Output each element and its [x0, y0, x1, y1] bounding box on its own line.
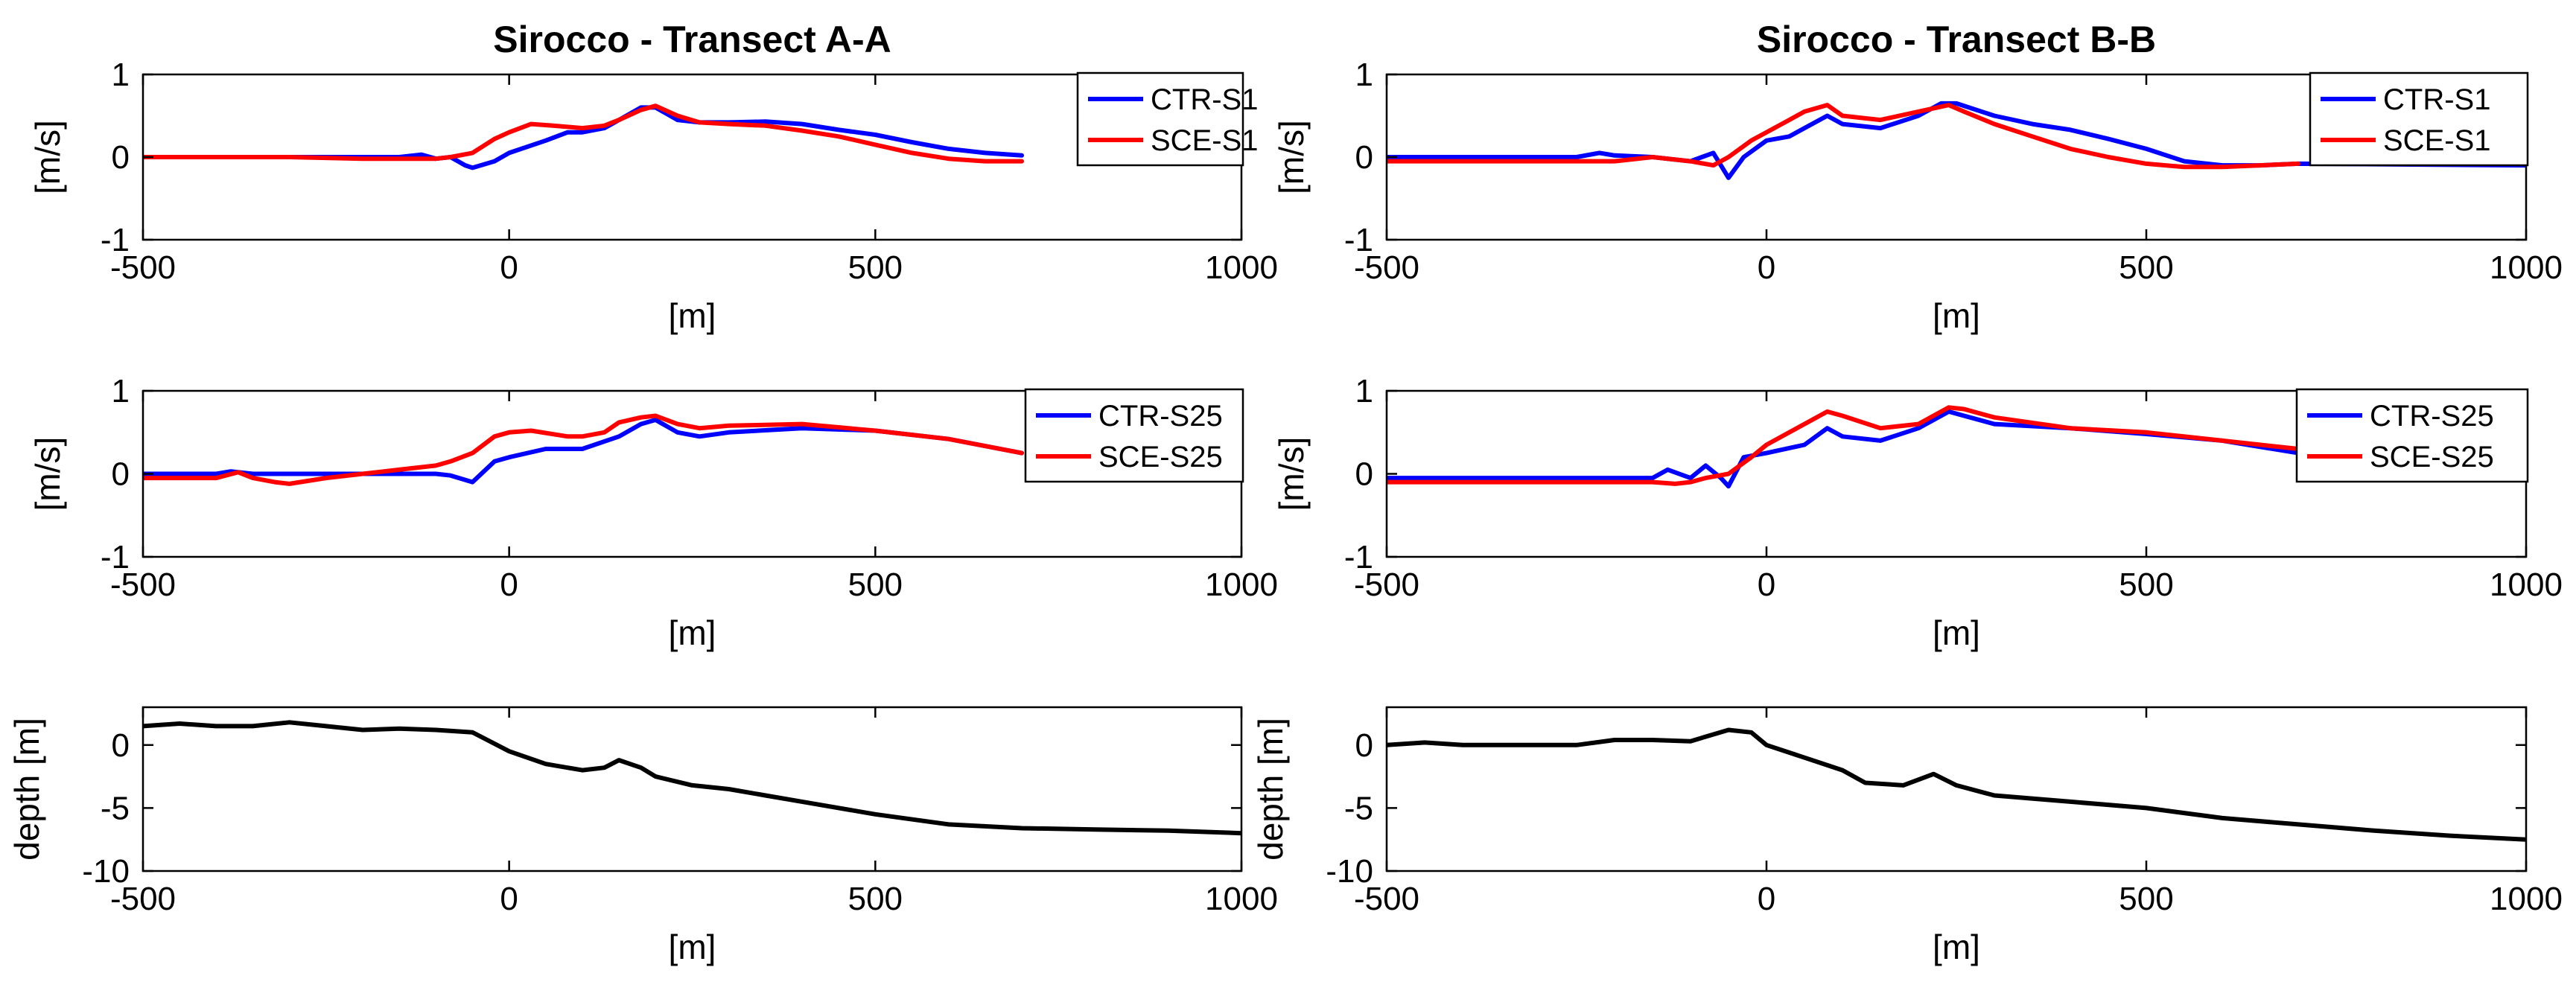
legend: CTR-S1 SCE-S1: [1076, 71, 1259, 167]
y-tick-label: -1: [101, 539, 130, 575]
x-tick-label: 0: [500, 881, 518, 917]
y-tick-label: 0: [1355, 139, 1373, 176]
y-tick-label: -1: [1344, 539, 1373, 575]
y-axis-label: [m/s]: [28, 437, 67, 511]
x-tick-label: -500: [110, 881, 176, 917]
legend-entry: CTR-S25: [1098, 400, 1223, 433]
x-axis-label: [m]: [669, 613, 716, 652]
legend-entry: CTR-S25: [2370, 400, 2494, 433]
x-tick-label: 500: [2119, 567, 2173, 603]
panel-5: -500 0 500 1000 -10 -5 0 [m] depth [m]: [7, 706, 1278, 966]
series-line-ctr-s1: [143, 105, 1024, 170]
series-line-ctr-s25: [143, 418, 1024, 485]
y-tick-label: 0: [1355, 727, 1373, 764]
legend-box: [2295, 388, 2529, 483]
x-axis-label: [m]: [669, 296, 716, 335]
y-axis-label: [m/s]: [28, 120, 67, 194]
y-tick-label: 1: [1355, 57, 1373, 93]
x-tick-label: -500: [110, 567, 176, 603]
y-tick-label: -5: [101, 790, 130, 826]
x-tick-label: 0: [500, 249, 518, 286]
chart-title: Sirocco - Transect B-B: [1757, 19, 2156, 60]
series-line-depth: [143, 720, 1241, 836]
y-tick-label: -1: [1344, 222, 1373, 258]
x-tick-label: 1000: [1205, 567, 1278, 603]
panel-2: -500 0 500 1000 -1 0 1 [m] [m/s] Sirocco - Transe…: [1272, 19, 2563, 335]
series-line-depth: [1387, 727, 2526, 842]
legend-entry: CTR-S1: [1151, 83, 1258, 116]
series-line-sce-s25: [143, 413, 1024, 486]
x-axis-label: [m]: [669, 928, 716, 966]
x-tick-label: -500: [1354, 881, 1419, 917]
x-axis-label: [m]: [1933, 296, 1980, 335]
series-line-ctr-s1: [1387, 100, 2526, 180]
x-tick-label: -500: [1354, 249, 1419, 286]
x-tick-label: 500: [848, 249, 903, 286]
y-tick-label: -5: [1344, 790, 1373, 826]
legend: CTR-S25 SCE-S25: [2295, 388, 2529, 483]
y-tick-label: 1: [1355, 373, 1373, 409]
x-tick-label: 1000: [2490, 881, 2563, 917]
y-tick-label: 1: [112, 373, 130, 409]
x-tick-label: 0: [500, 567, 518, 603]
x-tick-label: -500: [1354, 567, 1419, 603]
x-axis-label: [m]: [1933, 613, 1980, 652]
y-axis-label: [m/s]: [1272, 120, 1311, 194]
x-tick-label: -500: [110, 249, 176, 286]
panel-1: -500 0 500 1000 -1 0 1 [m] [m/s] Sirocco - Transe…: [28, 19, 1278, 335]
series-line-sce-s25: [1387, 405, 2300, 486]
y-axis-label: depth [m]: [7, 718, 46, 861]
panel-3: -500 0 500 1000 -1 0 1 [m] [m/s] CTR-S25 SCE-S25: [28, 373, 1278, 652]
legend-entry: SCE-S25: [1098, 441, 1223, 473]
axes-box: [1385, 706, 2528, 872]
x-tick-label: 500: [2119, 881, 2173, 917]
x-tick-label: 1000: [2490, 567, 2563, 603]
x-tick-label: 500: [2119, 249, 2173, 286]
legend-box: [2309, 71, 2529, 167]
panel-4: -500 0 500 1000 -1 0 1 [m] [m/s] CTR-S25 SCE-S25: [1272, 373, 2563, 652]
chart-title: Sirocco - Transect A-A: [493, 19, 891, 60]
legend-box: [1076, 71, 1244, 167]
x-tick-label: 0: [1758, 249, 1775, 286]
y-tick-label: 0: [112, 727, 130, 764]
series-line-sce-s1: [1387, 103, 2300, 170]
x-tick-label: 0: [1758, 881, 1775, 917]
y-tick-label: 0: [112, 456, 130, 493]
panel-6: -500 0 500 1000 -10 -5 0 [m] depth [m]: [1251, 706, 2563, 966]
series-line-sce-s1: [143, 103, 1024, 164]
y-tick-label: 1: [112, 57, 130, 93]
y-tick-label: -10: [82, 853, 130, 890]
legend-entry: SCE-S1: [2383, 124, 2491, 157]
legend-box: [1024, 388, 1244, 483]
y-axis-label: [m/s]: [1272, 437, 1311, 511]
legend-entry: CTR-S1: [2383, 83, 2490, 116]
x-tick-label: 1000: [1205, 249, 1278, 286]
y-tick-label: 0: [1355, 456, 1373, 493]
legend: CTR-S25 SCE-S25: [1024, 388, 1244, 483]
y-tick-label: -1: [101, 222, 130, 258]
y-axis-label: depth [m]: [1251, 718, 1290, 861]
x-axis-label: [m]: [1933, 928, 1980, 966]
x-tick-label: 1000: [2490, 249, 2563, 286]
y-tick-label: -10: [1326, 853, 1373, 890]
legend: CTR-S1 SCE-S1: [2309, 71, 2529, 167]
axes-box: [141, 706, 1243, 872]
legend-entry: SCE-S1: [1151, 124, 1259, 157]
x-tick-label: 0: [1758, 567, 1775, 603]
legend-entry: SCE-S25: [2370, 441, 2494, 473]
x-tick-label: 1000: [1205, 881, 1278, 917]
x-tick-label: 500: [848, 881, 903, 917]
y-tick-label: 0: [112, 139, 130, 176]
x-tick-label: 500: [848, 567, 903, 603]
series-line-ctr-s25: [1387, 409, 2300, 489]
